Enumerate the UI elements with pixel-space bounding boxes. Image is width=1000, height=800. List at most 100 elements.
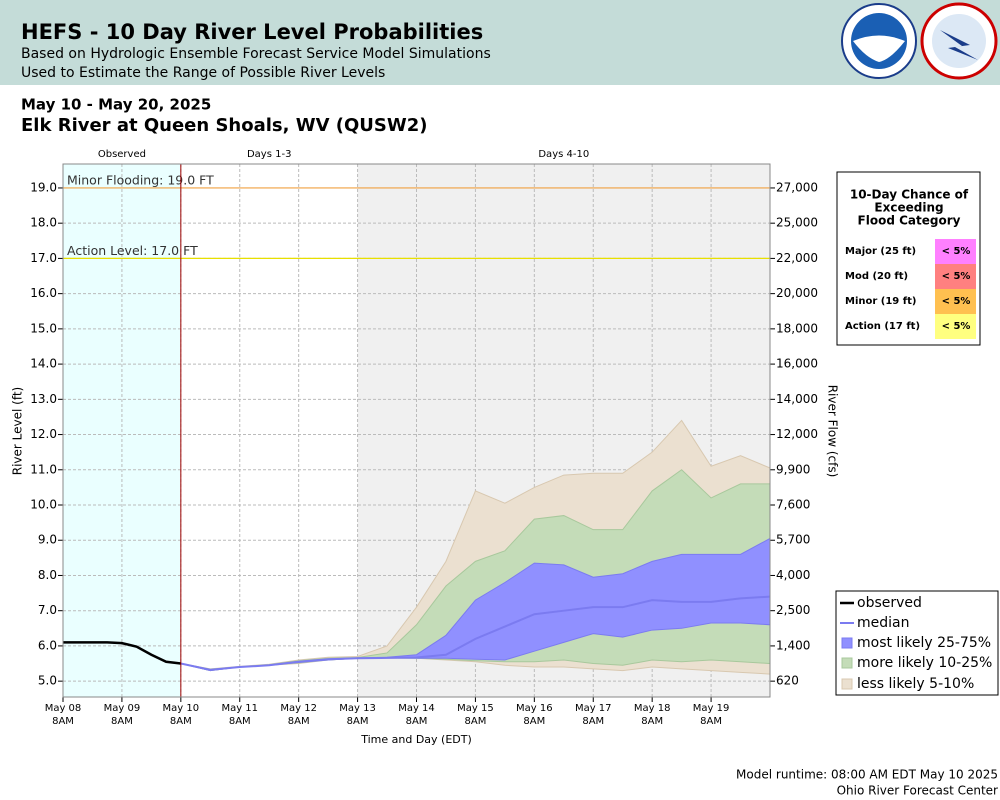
y2-tick-label: 5,700 <box>776 533 810 547</box>
y2-tick-label: 620 <box>776 674 799 688</box>
region-label: Days 1-3 <box>247 149 291 160</box>
x-tick-sublabel: 8AM <box>406 716 428 727</box>
plot-frame <box>62 163 771 698</box>
x-tick-label: May 18 <box>634 703 671 714</box>
legend-label: median <box>857 615 909 631</box>
location: Elk River at Queen Shoals, WV (QUSW2) <box>21 115 428 136</box>
plot: Observed Days 1-3 Days 4-10 5.0 6.0 7.0 8.0 9.0… <box>11 149 840 746</box>
legend-swatch <box>841 637 853 649</box>
y2-tick-label: 7,600 <box>776 498 810 512</box>
table-chance: < 5% <box>942 296 971 307</box>
y-tick-label: 7.0 <box>38 603 57 617</box>
x-tick-label: May 13 <box>339 703 376 714</box>
x-tick-label: May 17 <box>575 703 612 714</box>
legend-box <box>835 590 999 696</box>
header-subtitle: Based on Hydrologic Ensemble Forecast Se… <box>21 46 491 62</box>
x-tick-sublabel: 8AM <box>582 716 604 727</box>
x-tick-sublabel: 8AM <box>111 716 133 727</box>
series-line <box>63 641 181 665</box>
x-tick-label: May 11 <box>221 703 258 714</box>
y-tick-label: 18.0 <box>30 216 57 230</box>
table-title: Flood Category <box>858 214 961 228</box>
y-tick-label: 13.0 <box>30 392 57 406</box>
x-tick-sublabel: 8AM <box>288 716 310 727</box>
table-category: Mod (20 ft) <box>845 271 908 282</box>
table-category: Action (17 ft) <box>845 321 920 332</box>
table-swatch <box>935 239 976 264</box>
table-swatch <box>935 314 976 339</box>
y-axis-label: River Level (ft) <box>11 387 25 475</box>
y-tick-label: 17.0 <box>30 251 57 265</box>
x-tick-label: May 16 <box>516 703 553 714</box>
y-tick-label: 5.0 <box>38 674 57 688</box>
legend-swatch <box>841 657 853 669</box>
header-title: HEFS - 10 Day River Level Probabilities <box>21 20 483 44</box>
y2-tick-label: 9,900 <box>776 462 810 476</box>
x-tick-sublabel: 8AM <box>229 716 251 727</box>
threshold-label: Action Level: 17.0 FT <box>67 243 198 258</box>
y2-tick-label: 27,000 <box>776 180 818 194</box>
legend-label: most likely 25-75% <box>857 635 991 651</box>
y-tick-label: 11.0 <box>30 462 57 476</box>
y-tick-label: 6.0 <box>38 638 57 652</box>
table-chance: < 5% <box>942 321 971 332</box>
threshold-label: Minor Flooding: 19.0 FT <box>67 172 214 187</box>
x-tick-sublabel: 8AM <box>347 716 369 727</box>
table-chance: < 5% <box>942 246 971 257</box>
region-label: Observed <box>98 149 146 160</box>
overlay: observed median most likely 25-75% more lik… <box>840 188 992 692</box>
x-tick-label: May 09 <box>104 703 141 714</box>
period: May 10 - May 20, 2025 <box>21 96 211 114</box>
y-tick-label: 8.0 <box>38 568 57 582</box>
legend-label: more likely 10-25% <box>857 655 992 671</box>
x-tick-sublabel: 8AM <box>641 716 663 727</box>
y2-tick-label: 2,500 <box>776 603 810 617</box>
table-category: Minor (19 ft) <box>845 296 916 307</box>
y2-tick-label: 25,000 <box>776 216 818 230</box>
y2-tick-label: 4,000 <box>776 568 810 582</box>
table-title: Exceeding <box>874 201 943 215</box>
x-tick-sublabel: 8AM <box>170 716 192 727</box>
y-tick-label: 19.0 <box>30 180 57 194</box>
x-tick-label: May 08 <box>45 703 82 714</box>
x-tick-label: May 15 <box>457 703 494 714</box>
footer: Ohio River Forecast Center <box>837 784 998 798</box>
region-label: Days 4-10 <box>538 149 589 160</box>
x-axis-label: Time and Day (EDT) <box>360 733 472 746</box>
x-tick-label: May 19 <box>693 703 730 714</box>
legend-swatch <box>841 678 853 690</box>
x-tick-label: May 12 <box>280 703 317 714</box>
series-line <box>180 595 771 671</box>
legend-label: less likely 5-10% <box>857 676 974 692</box>
y-tick-label: 16.0 <box>30 286 57 300</box>
table-swatch <box>935 289 976 314</box>
x-tick-sublabel: 8AM <box>464 716 486 727</box>
y2-tick-label: 22,000 <box>776 251 818 265</box>
footer: Model runtime: 08:00 AM EDT May 10 2025 <box>736 768 998 782</box>
region <box>180 164 358 697</box>
y2-tick-label: 14,000 <box>776 392 818 406</box>
y2-axis-label: River Flow (cfs) <box>826 385 840 478</box>
header-band <box>0 0 1000 85</box>
y-tick-label: 14.0 <box>30 357 57 371</box>
x-tick-sublabel: 8AM <box>523 716 545 727</box>
table-category: Major (25 ft) <box>845 246 916 257</box>
y-tick-label: 12.0 <box>30 427 57 441</box>
table-swatch <box>935 264 976 289</box>
y-tick-label: 9.0 <box>38 533 57 547</box>
y-tick-label: 15.0 <box>30 321 57 335</box>
noaa-logo <box>841 3 917 79</box>
legend-label: observed <box>857 595 922 611</box>
y2-tick-label: 1,400 <box>776 638 810 652</box>
x-tick-label: May 14 <box>398 703 435 714</box>
x-tick-label: May 10 <box>163 703 200 714</box>
table-title: 10-Day Chance of <box>850 188 969 202</box>
y2-tick-label: 18,000 <box>776 321 818 335</box>
header-subtitle: Used to Estimate the Range of Possible R… <box>21 65 385 81</box>
nws-logo <box>920 2 998 80</box>
x-tick-sublabel: 8AM <box>52 716 74 727</box>
y2-tick-label: 12,000 <box>776 427 818 441</box>
y2-tick-label: 16,000 <box>776 357 818 371</box>
table-chance: < 5% <box>942 271 971 282</box>
